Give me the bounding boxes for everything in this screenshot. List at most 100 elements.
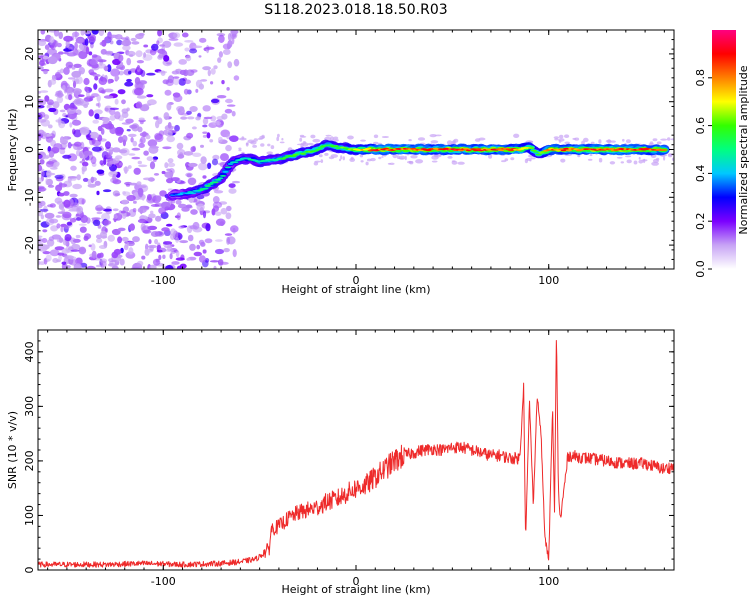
spectrogram-noise-blob: [106, 161, 113, 167]
spectrogram-speckle: [378, 156, 382, 160]
spectrogram-signal-cell: [563, 147, 570, 150]
spectrogram-noise-blob: [199, 37, 207, 43]
spectrogram-speckle: [360, 139, 366, 142]
spectrogram-noise-blob: [83, 77, 90, 86]
spectrogram-speckle: [572, 137, 577, 140]
spectrogram-speckle: [381, 156, 384, 158]
spectrogram-speckle: [276, 136, 280, 142]
spectrogram-noise-blob: [128, 133, 137, 138]
snr-y-ticks: 0 100 200 300 400: [23, 329, 674, 574]
spectrogram-noise-blob: [112, 208, 119, 212]
spectrogram-signal-cell: [280, 157, 287, 160]
spectrogram-signal-cell: [533, 151, 540, 153]
spectrogram-speckle: [373, 141, 379, 145]
spectrogram-speckle: [633, 160, 638, 165]
spectrogram-noise-blob: [200, 144, 204, 148]
spectrogram-noise-blob: [59, 149, 66, 155]
spectrogram-noise-blob: [39, 261, 46, 265]
spectrogram-speckle: [347, 135, 354, 140]
spectrogram-noise-blob: [122, 191, 131, 197]
spectrogram-speckle: [360, 160, 364, 163]
spectrogram-signal-cell: [608, 148, 615, 150]
spectrogram-noise-blob: [213, 190, 224, 194]
spectrogram-noise-blob: [62, 154, 72, 159]
spectrogram-noise-blob: [129, 223, 136, 231]
spectrogram-signal-cell: [222, 171, 229, 173]
y-tick-label: -10: [23, 188, 36, 206]
spectrogram-noise-blob: [162, 79, 170, 85]
spectrogram-noise-blob: [192, 221, 200, 230]
spectrogram-noise-blob: [79, 126, 90, 134]
x-tick-label: 0: [353, 274, 360, 287]
spectrogram-noise-blob: [87, 35, 95, 40]
spectrogram-noise-blob: [70, 249, 80, 252]
spectrogram-speckle: [587, 158, 593, 161]
spectrogram-noise-blob: [147, 139, 158, 148]
spectrogram-noise-blob: [64, 234, 72, 242]
spectrogram-noise-blob: [170, 177, 180, 182]
spectrogram-noise-blob: [131, 156, 141, 160]
spectrogram-noise-blob: [88, 51, 93, 56]
spectrogram-signal-cell: [189, 192, 197, 195]
spectrogram-y-axis-label: Frequency (Hz): [6, 109, 19, 192]
spectrogram-noise-blob: [121, 108, 129, 114]
spectrogram-noise-blob: [38, 91, 42, 94]
spectrogram-noise-blob: [140, 136, 146, 144]
spectrogram-speckle: [457, 161, 465, 165]
spectrogram-speckle: [652, 158, 659, 163]
spectrogram-noise-blob: [220, 207, 228, 215]
spectrogram-noise-blob: [94, 76, 99, 81]
spectrogram-noise-blob: [108, 258, 114, 262]
spectrogram-noise-blob: [81, 198, 85, 205]
spectrogram-noise-blob: [49, 218, 59, 224]
spectrogram-noise-blob: [98, 245, 107, 249]
spectrogram-noise-blob: [167, 162, 176, 168]
spectrogram-noise-blob: [164, 206, 170, 210]
spectrogram-noise-blob: [179, 69, 187, 76]
x-tick-label: -100: [151, 575, 176, 588]
spectrogram-noise-blob: [231, 110, 236, 117]
spectrogram-noise-blob: [91, 146, 102, 152]
spectrogram-speckle: [324, 152, 329, 156]
spectrogram-speckle: [609, 161, 616, 165]
spectrogram-noise-blob: [39, 90, 49, 93]
spectrogram-noise-blob: [221, 113, 228, 120]
spectrogram-noise-blob: [143, 150, 149, 156]
spectrogram-noise-blob: [42, 55, 49, 60]
spectrogram-noise-blob: [42, 229, 48, 233]
spectrogram-noise-blob: [110, 68, 120, 77]
spectrogram-noise-blob: [118, 149, 128, 154]
y-tick-label: 0: [23, 567, 36, 574]
spectrogram-speckle: [373, 134, 379, 139]
spectrogram-noise-blob: [159, 44, 166, 47]
spectrogram-speckle: [410, 155, 418, 159]
spectrogram-noise-blob: [227, 61, 233, 69]
spectrogram-noise-blob: [98, 204, 101, 208]
spectrogram-noise-blob: [107, 78, 112, 84]
spectrogram-noise-blob: [83, 150, 93, 156]
spectrogram-signal-cell: [565, 149, 572, 152]
spectrogram-speckle: [589, 153, 593, 157]
spectrogram-noise-blob: [232, 249, 237, 258]
spectrogram-noise-blob: [92, 219, 101, 226]
spectrogram-y-ticks: -20 -10 0 10 20: [23, 29, 674, 270]
spectrogram-noise-blob: [135, 33, 144, 40]
spectrogram-noise-blob: [166, 168, 172, 172]
spectrogram-noise-blob: [198, 55, 202, 58]
spectrogram-noise-blob: [38, 66, 44, 70]
spectrogram-noise-blob: [198, 162, 208, 171]
spectrogram-noise-blob: [38, 235, 43, 238]
spectrogram-noise-blob: [114, 35, 123, 39]
spectrogram-noise-blob: [40, 30, 46, 35]
spectrogram-speckle: [577, 154, 581, 158]
spectrogram-noise-blob: [103, 95, 114, 99]
spectrogram-noise-blob: [84, 233, 92, 240]
spectrogram-noise-blob: [169, 253, 173, 260]
spectrogram-noise-blob: [93, 83, 98, 90]
spectrogram-noise-blob: [92, 119, 99, 124]
spectrogram-noise-blob: [164, 171, 174, 179]
spectrogram-noise-blob: [193, 251, 202, 257]
spectrogram-noise-blob: [165, 223, 173, 227]
spectrogram-speckle: [598, 157, 603, 163]
spectrogram-noise-blob: [150, 204, 160, 207]
